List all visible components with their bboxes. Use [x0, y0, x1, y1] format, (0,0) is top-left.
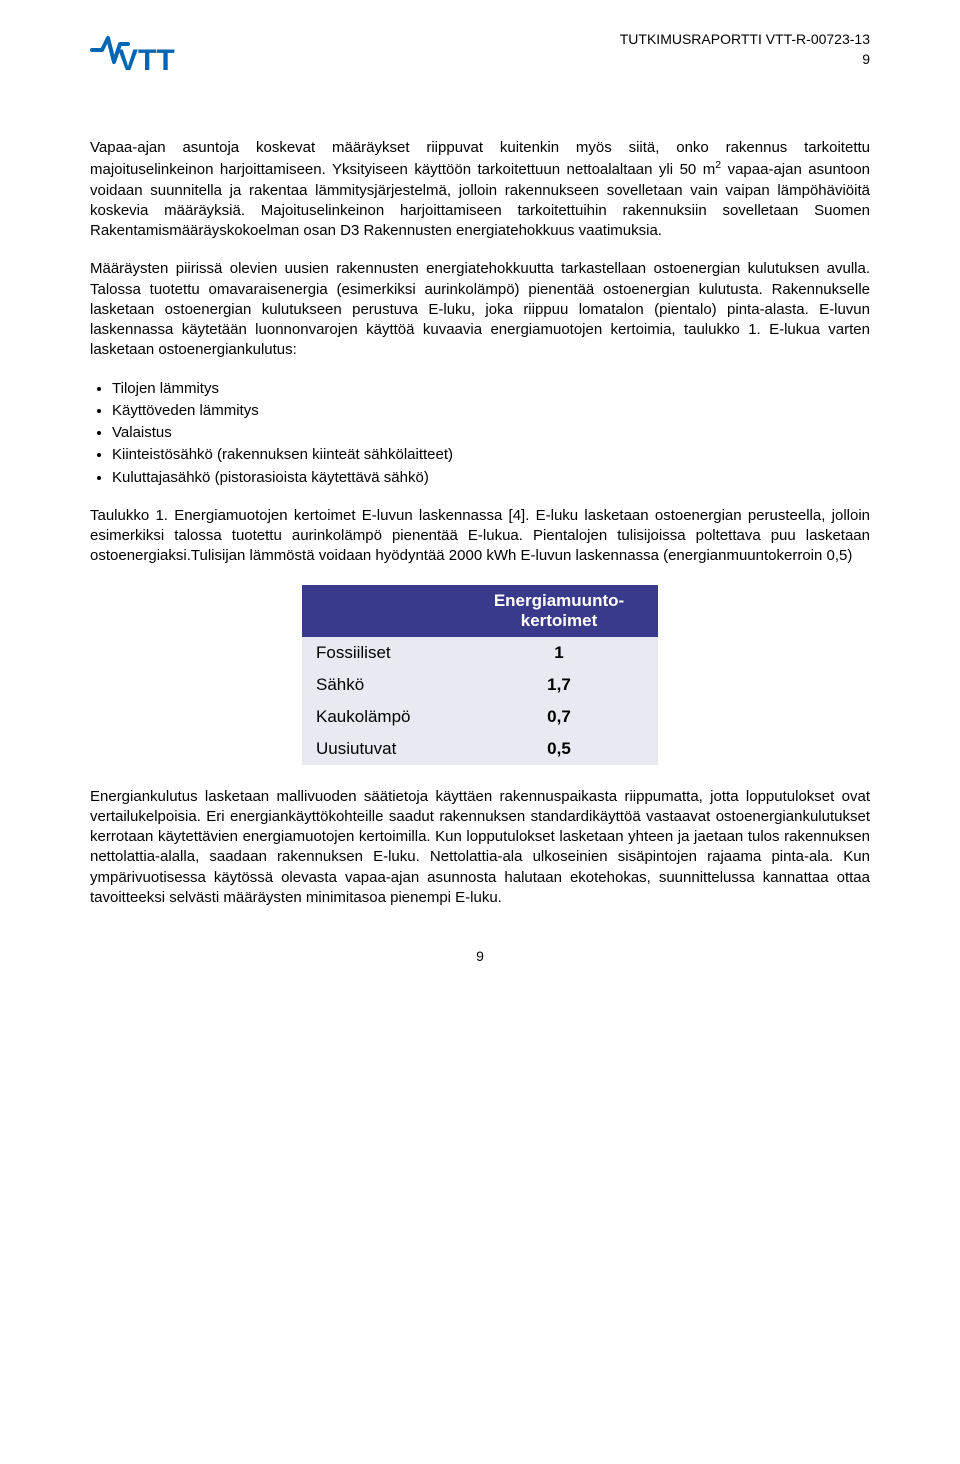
- list-item: Kuluttajasähkö (pistorasioista käytettäv…: [112, 468, 870, 488]
- page-number-bottom: 9: [90, 948, 870, 964]
- page-header: VTT TUTKIMUSRAPORTTI VTT-R-00723-13 9: [90, 30, 870, 78]
- header-meta: TUTKIMUSRAPORTTI VTT-R-00723-13 9: [620, 30, 870, 69]
- page-number-top: 9: [620, 50, 870, 70]
- report-label: TUTKIMUSRAPORTTI VTT-R-00723-13: [620, 30, 870, 50]
- table-cell-value: 0,5: [460, 733, 658, 765]
- energy-factors-table: Energiamuunto-kertoimet Fossiiliset 1 Sä…: [302, 585, 658, 765]
- paragraph-3: Energiankulutus lasketaan mallivuoden sä…: [90, 787, 870, 909]
- table-caption: Taulukko 1. Energiamuotojen kertoimet E-…: [90, 506, 870, 567]
- table-cell-label: Uusiutuvat: [302, 733, 460, 765]
- document-body: Vapaa-ajan asuntoja koskevat määräykset …: [90, 138, 870, 908]
- table-header-blank: [302, 585, 460, 637]
- table-cell-label: Kaukolämpö: [302, 701, 460, 733]
- paragraph-2: Määräysten piirissä olevien uusien raken…: [90, 259, 870, 360]
- table-row: Uusiutuvat 0,5: [302, 733, 658, 765]
- list-item: Tilojen lämmitys: [112, 379, 870, 399]
- svg-text:VTT: VTT: [118, 44, 175, 77]
- list-item: Käyttöveden lämmitys: [112, 401, 870, 421]
- paragraph-1: Vapaa-ajan asuntoja koskevat määräykset …: [90, 138, 870, 241]
- vtt-logo: VTT: [90, 30, 210, 78]
- table-row: Fossiiliset 1: [302, 637, 658, 669]
- table-header-value: Energiamuunto-kertoimet: [460, 585, 658, 637]
- table-cell-value: 1: [460, 637, 658, 669]
- table-cell-value: 0,7: [460, 701, 658, 733]
- table-row: Sähkö 1,7: [302, 669, 658, 701]
- page-container: VTT TUTKIMUSRAPORTTI VTT-R-00723-13 9 Va…: [0, 0, 960, 1464]
- table-row: Kaukolämpö 0,7: [302, 701, 658, 733]
- table-cell-label: Sähkö: [302, 669, 460, 701]
- bullet-list: Tilojen lämmitys Käyttöveden lämmitys Va…: [90, 379, 870, 488]
- list-item: Valaistus: [112, 423, 870, 443]
- table-cell-value: 1,7: [460, 669, 658, 701]
- list-item: Kiinteistösähkö (rakennuksen kiinteät sä…: [112, 445, 870, 465]
- table-cell-label: Fossiiliset: [302, 637, 460, 669]
